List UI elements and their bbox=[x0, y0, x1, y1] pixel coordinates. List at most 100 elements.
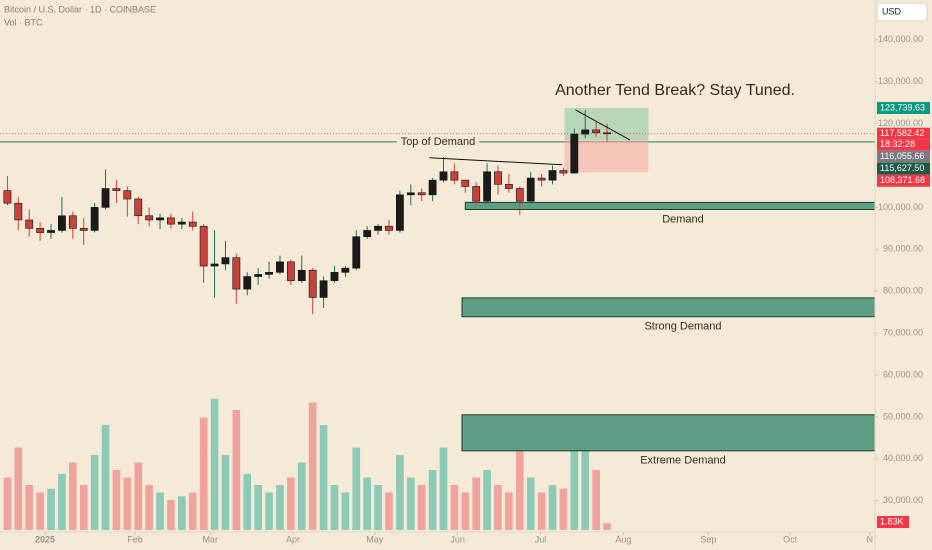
volume-tag-label: 1.83K bbox=[880, 516, 904, 526]
y-tick-label: 120,000.00 bbox=[878, 118, 923, 128]
volume-bar bbox=[14, 447, 23, 530]
volume-bar bbox=[188, 492, 197, 530]
candle-body bbox=[494, 171, 502, 185]
candle-body bbox=[58, 215, 66, 231]
candle-body bbox=[526, 177, 535, 202]
volume-bar bbox=[221, 455, 230, 530]
candle-body bbox=[145, 215, 154, 221]
price-tag-label: 115,627.50 bbox=[880, 163, 924, 173]
volume-bar bbox=[461, 492, 470, 530]
candle-body bbox=[395, 194, 404, 231]
volume-bar bbox=[36, 492, 44, 530]
candle-body bbox=[265, 272, 273, 275]
candle-body bbox=[374, 225, 382, 231]
price-tag bbox=[877, 174, 930, 187]
countdown-label: 18:32:28 bbox=[880, 139, 915, 149]
candle-body bbox=[385, 225, 393, 231]
trendline bbox=[575, 109, 631, 141]
price-tag-label: 116,055.66 bbox=[880, 151, 924, 161]
loss-zone bbox=[564, 140, 649, 173]
candle-body bbox=[101, 188, 110, 208]
volume-bar bbox=[526, 477, 535, 530]
volume-bar bbox=[363, 477, 371, 530]
volume-bar bbox=[79, 485, 88, 530]
y-tick-label: 30,000.00 bbox=[883, 495, 923, 505]
candle-body bbox=[156, 217, 164, 221]
candle-body bbox=[112, 188, 121, 191]
x-tick-label: Jun bbox=[450, 534, 465, 544]
volume-bar bbox=[559, 488, 568, 530]
volume-bar bbox=[254, 485, 262, 530]
candle-body bbox=[134, 198, 143, 217]
candle-body bbox=[319, 280, 328, 298]
volume-bar bbox=[199, 417, 208, 530]
candle-body bbox=[603, 132, 611, 135]
zone-label: Strong Demand bbox=[644, 321, 721, 333]
candle-body bbox=[461, 179, 470, 187]
volume-bar bbox=[112, 470, 121, 530]
candle-body bbox=[515, 188, 524, 202]
volume-bar bbox=[319, 425, 328, 530]
candle-body bbox=[210, 263, 219, 267]
currency[interactable]: USD bbox=[882, 6, 902, 16]
price-tag bbox=[877, 162, 930, 175]
price-tag-label: 108,371.68 bbox=[880, 175, 925, 185]
volume-bar bbox=[276, 485, 284, 530]
x-tick-label: Jul bbox=[535, 534, 547, 544]
volume-bar bbox=[570, 440, 579, 530]
volume-bar bbox=[330, 485, 339, 530]
candle-body bbox=[36, 228, 45, 233]
candle-body bbox=[417, 192, 426, 196]
plot-area: Demand Strong Demand Extreme Demand Top of … bbox=[0, 107, 876, 530]
candle-body bbox=[188, 221, 197, 227]
volume-bar bbox=[417, 485, 426, 530]
candle-body bbox=[221, 257, 230, 265]
price-tag bbox=[877, 150, 930, 163]
candle-body bbox=[79, 228, 88, 231]
volume-bar bbox=[472, 477, 481, 530]
y-tick-label: 80,000.00 bbox=[883, 286, 923, 296]
volume-bar bbox=[178, 496, 186, 530]
x-tick-label: 2025 bbox=[35, 534, 55, 544]
volume-bar bbox=[232, 410, 241, 530]
volume-bar bbox=[450, 485, 459, 530]
volume-bar bbox=[123, 477, 132, 530]
y-tick-label: 100,000.00 bbox=[878, 202, 923, 212]
candle-body bbox=[581, 129, 590, 135]
volume-bar bbox=[592, 470, 600, 530]
volume-bar bbox=[494, 485, 502, 530]
zone-label: Demand bbox=[662, 213, 704, 225]
y-tick-label: 90,000.00 bbox=[883, 244, 923, 254]
candle-body bbox=[243, 276, 252, 290]
candle-body bbox=[548, 170, 557, 181]
volume-bar bbox=[210, 398, 219, 530]
candle-body bbox=[254, 274, 263, 277]
volume-bar bbox=[243, 473, 252, 530]
volume-bar bbox=[156, 492, 164, 530]
volume-bar bbox=[548, 485, 557, 530]
candle-body bbox=[25, 219, 34, 229]
candle-body bbox=[3, 190, 12, 204]
candle-body bbox=[167, 217, 175, 225]
price-tag bbox=[877, 101, 930, 114]
y-tick-label: 140,000.00 bbox=[878, 34, 923, 44]
annotation-title: Another Tend Break? Stay Tuned. bbox=[555, 82, 795, 99]
volume-bar bbox=[297, 462, 306, 530]
volume-bar bbox=[308, 402, 317, 530]
profit-zone bbox=[564, 107, 649, 141]
volume-bar bbox=[428, 470, 437, 530]
volume-bar bbox=[515, 447, 524, 530]
candle-body bbox=[341, 267, 350, 273]
countdown-tag bbox=[877, 139, 930, 151]
x-tick-label: Sep bbox=[700, 534, 716, 544]
currency-box[interactable] bbox=[876, 2, 928, 22]
volume-bar bbox=[396, 455, 404, 530]
candle-body bbox=[537, 177, 546, 181]
candle-body bbox=[363, 230, 372, 238]
candle-body bbox=[406, 192, 415, 196]
price-tag bbox=[877, 127, 930, 140]
volume-bar bbox=[90, 455, 99, 530]
volume-bar bbox=[341, 492, 350, 530]
